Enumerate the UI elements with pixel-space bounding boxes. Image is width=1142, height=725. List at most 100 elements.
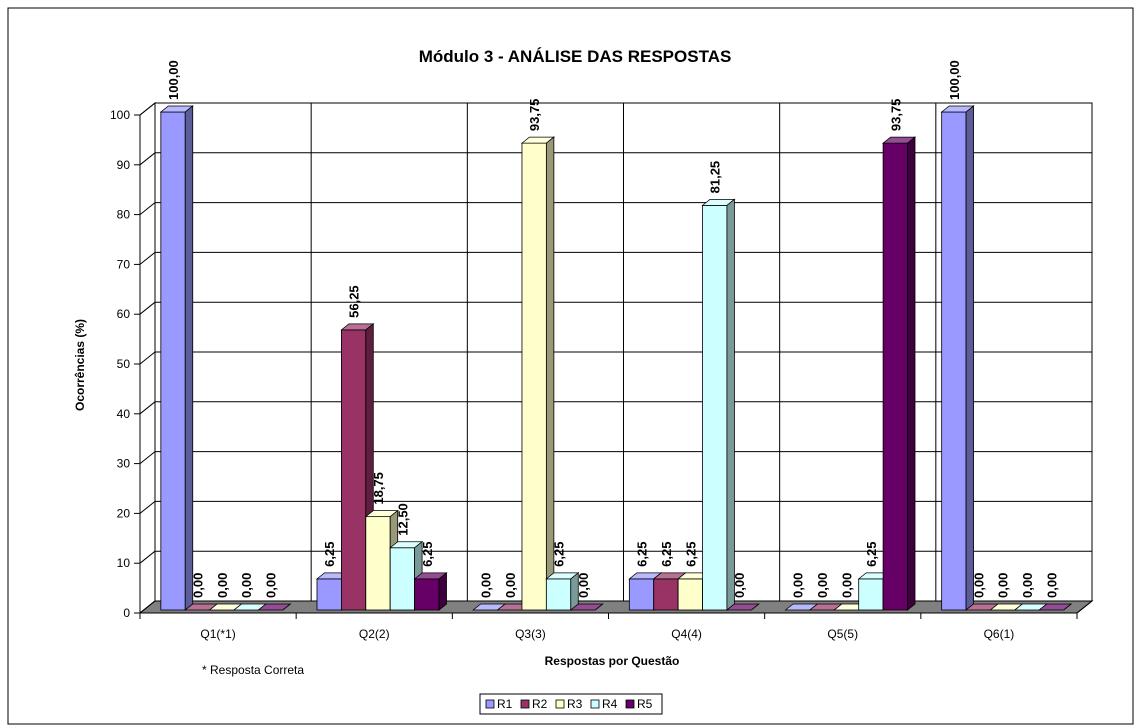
bar-front [858, 578, 884, 611]
value-label: 93,75 [888, 99, 903, 132]
bar-front [545, 578, 572, 611]
bar-front [340, 329, 367, 611]
bar-front [521, 142, 547, 611]
grid-line-side [139, 102, 156, 116]
legend-label: R2 [532, 697, 548, 711]
bar-front [677, 578, 703, 611]
value-label: 18,75 [371, 472, 386, 505]
grid-line-side [139, 301, 156, 315]
legend-swatch [625, 699, 635, 709]
bar-side [594, 603, 603, 611]
bar [881, 136, 917, 611]
value-label: 0,00 [996, 573, 1011, 598]
grid-line-side [139, 600, 156, 614]
x-axis-label: Respostas por Questão [545, 654, 680, 668]
bar [159, 105, 194, 611]
bar-front [882, 142, 908, 611]
x-tick-label: Q5(5) [827, 627, 858, 641]
value-label: 0,00 [815, 573, 830, 598]
bar [413, 572, 448, 611]
value-label: 0,00 [215, 573, 230, 598]
value-label: 0,00 [503, 573, 518, 598]
value-label: 0,00 [478, 573, 493, 598]
y-tick-label: 0 [123, 606, 130, 620]
x-axis-back [1076, 600, 1093, 614]
bar-side [438, 572, 447, 611]
y-axis-label: Ocorrências (%) [73, 319, 87, 411]
bar [545, 572, 580, 611]
bar-front [941, 111, 967, 611]
value-label: 0,00 [971, 573, 986, 598]
bar-front [316, 578, 342, 611]
value-label: 6,25 [659, 542, 674, 567]
bar [520, 136, 556, 611]
grid-line-side [139, 152, 156, 166]
legend-label: R1 [497, 697, 513, 711]
x-tick-label: Q6(1) [984, 627, 1015, 641]
bar-side [282, 603, 291, 611]
y-tick-label: 10 [117, 556, 131, 570]
value-label: 0,00 [264, 573, 279, 598]
value-label: 6,25 [420, 542, 435, 567]
y-tick-label: 20 [117, 506, 131, 520]
legend-swatch [485, 699, 495, 709]
grid-line-side [139, 401, 156, 415]
value-label: 56,25 [347, 285, 362, 318]
y-tick-label: 90 [117, 158, 131, 172]
legend-swatch [520, 699, 530, 709]
value-label: 6,25 [322, 542, 337, 567]
legend-swatch [590, 699, 600, 709]
y-tick-label: 40 [117, 407, 131, 421]
value-label: 93,75 [527, 99, 542, 132]
legend-box [479, 693, 663, 715]
grid-line-side [139, 451, 156, 464]
y-tick-label: 50 [117, 357, 131, 371]
x-tick-label: Q3(3) [515, 627, 546, 641]
bar-side [545, 136, 555, 611]
bar-front [160, 111, 186, 611]
grid-line-side [139, 252, 156, 265]
y-tick-label: 100 [110, 108, 130, 122]
bar-front [389, 547, 416, 611]
bar-front [653, 578, 679, 611]
value-label: 0,00 [239, 573, 254, 598]
bar-front [702, 204, 728, 611]
x-tick-label: Q2(2) [359, 627, 390, 641]
value-label: 0,00 [791, 573, 806, 598]
bar-side [726, 198, 735, 611]
bar [569, 603, 604, 611]
bar [725, 603, 760, 611]
value-label: 0,00 [576, 573, 591, 598]
bar-side [751, 603, 760, 611]
x-tick-label: Q1(*1) [200, 627, 235, 641]
bar-front [365, 516, 391, 611]
bar [1038, 603, 1073, 611]
value-label: 6,25 [635, 542, 650, 567]
legend-label: R3 [567, 697, 583, 711]
value-label: 81,25 [708, 161, 723, 194]
value-label: 0,00 [1044, 573, 1059, 598]
x-tick-label: Q4(4) [671, 627, 702, 641]
annotation: * Resposta Correta [202, 663, 304, 677]
grid-line-side [139, 202, 156, 215]
grid-line-side [139, 501, 156, 514]
legend-label: R5 [637, 697, 653, 711]
bar-front [628, 578, 655, 611]
value-label: 12,50 [395, 503, 410, 536]
value-label: 0,00 [1020, 573, 1035, 598]
bar [701, 198, 736, 611]
chart-title: Módulo 3 - ANÁLISE DAS RESPOSTAS [419, 47, 732, 66]
y-tick-label: 70 [117, 257, 131, 271]
y-tick-label: 80 [117, 208, 131, 222]
value-label: 100,00 [166, 60, 181, 100]
legend-swatch [555, 699, 565, 709]
y-tick-label: 60 [117, 307, 131, 321]
bar [652, 572, 687, 611]
bar [940, 105, 975, 611]
value-label: 0,00 [190, 573, 205, 598]
bar-side [907, 136, 916, 611]
value-label: 0,00 [732, 573, 747, 598]
legend-label: R4 [602, 697, 618, 711]
